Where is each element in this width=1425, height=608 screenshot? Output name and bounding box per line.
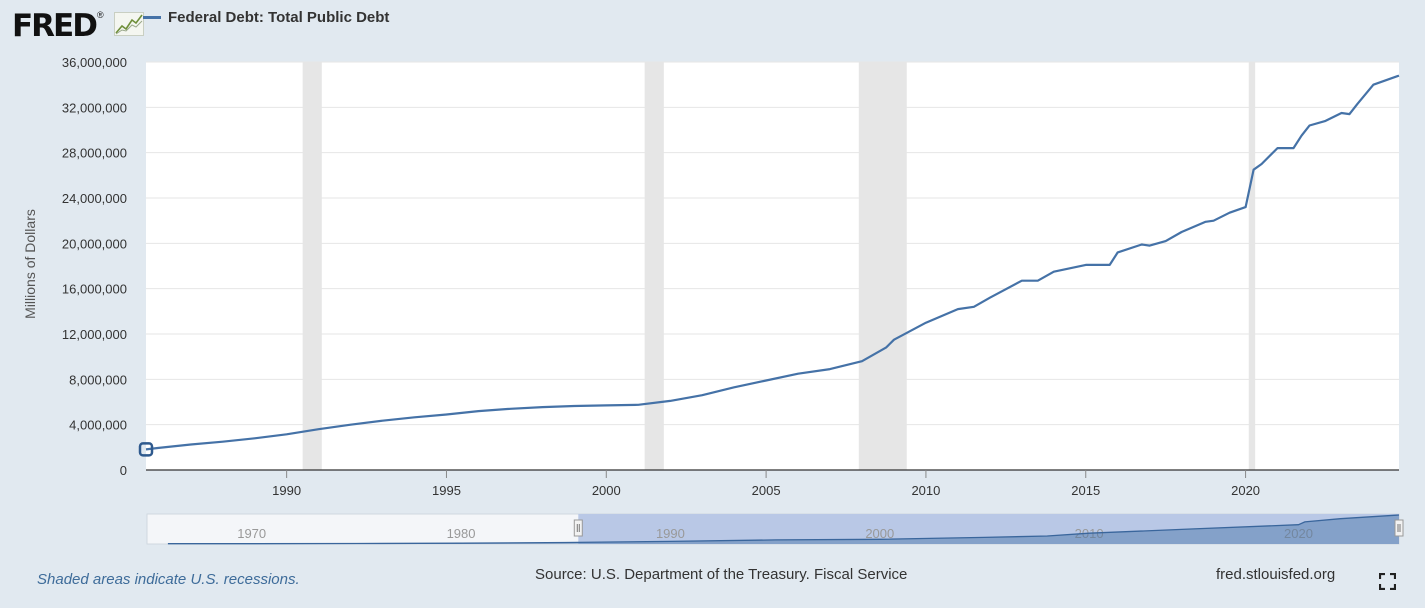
x-tick-label: 1990: [272, 483, 301, 498]
y-tick-label: 28,000,000: [62, 146, 127, 161]
y-axis-label: Millions of Dollars: [22, 209, 38, 319]
navigator-handle-grip: [573, 519, 583, 537]
legend-swatch: [143, 16, 161, 19]
x-tick-label: 1995: [432, 483, 461, 498]
fred-logo[interactable]: FRED ®: [12, 8, 144, 44]
recession-band: [1248, 62, 1256, 470]
navigator-selection: [578, 514, 1399, 544]
y-tick-label: 8,000,000: [69, 372, 127, 387]
y-tick-label: 24,000,000: [62, 191, 127, 206]
fred-sparkline-icon: [114, 12, 144, 36]
y-tick-label: 16,000,000: [62, 282, 127, 297]
fred-logo-text: FRED: [12, 8, 98, 44]
source-text: Source: U.S. Department of the Treasury.…: [535, 566, 908, 583]
x-tick-label: 2010: [911, 483, 940, 498]
navigator-handle-grip: [1394, 519, 1404, 537]
y-tick-label: 12,000,000: [62, 327, 127, 342]
recession-band: [302, 62, 322, 470]
plot-area: [146, 62, 1399, 470]
y-tick-label: 20,000,000: [62, 236, 127, 251]
navigator-tick-label: 2000: [865, 526, 894, 541]
series-line: [145, 74, 1400, 451]
chart-legend[interactable]: Federal Debt: Total Public Debt: [143, 9, 389, 26]
navigator-tick-label: 2020: [1284, 526, 1313, 541]
x-tick-label: 2015: [1071, 483, 1100, 498]
fullscreen-icon[interactable]: [1379, 573, 1396, 590]
y-tick-label: 36,000,000: [62, 55, 127, 70]
y-tick-label: 4,000,000: [69, 418, 127, 433]
fred-logo-mark: ®: [96, 10, 104, 20]
navigator-tick-label: 1970: [237, 526, 266, 541]
recession-band: [858, 62, 907, 470]
x-tick-label: 2000: [592, 483, 621, 498]
navigator-tick-label: 1980: [447, 526, 476, 541]
navigator-line: [167, 514, 1400, 545]
x-tick-label: 2020: [1231, 483, 1260, 498]
selected-point-marker: [138, 442, 154, 457]
navigator-area: [167, 515, 1399, 544]
recession-note: Shaded areas indicate U.S. recessions.: [37, 571, 300, 588]
x-tick-label: 2005: [752, 483, 781, 498]
legend-label: Federal Debt: Total Public Debt: [168, 9, 390, 26]
navigator-right-handle[interactable]: [1394, 519, 1404, 537]
navigator-tick-label: 1990: [656, 526, 685, 541]
y-tick-label: 0: [120, 463, 127, 478]
fred-url-link[interactable]: fred.stlouisfed.org: [1216, 566, 1336, 583]
recession-band: [644, 62, 664, 470]
navigator-left-handle[interactable]: [573, 519, 583, 537]
y-tick-label: 32,000,000: [62, 100, 127, 115]
